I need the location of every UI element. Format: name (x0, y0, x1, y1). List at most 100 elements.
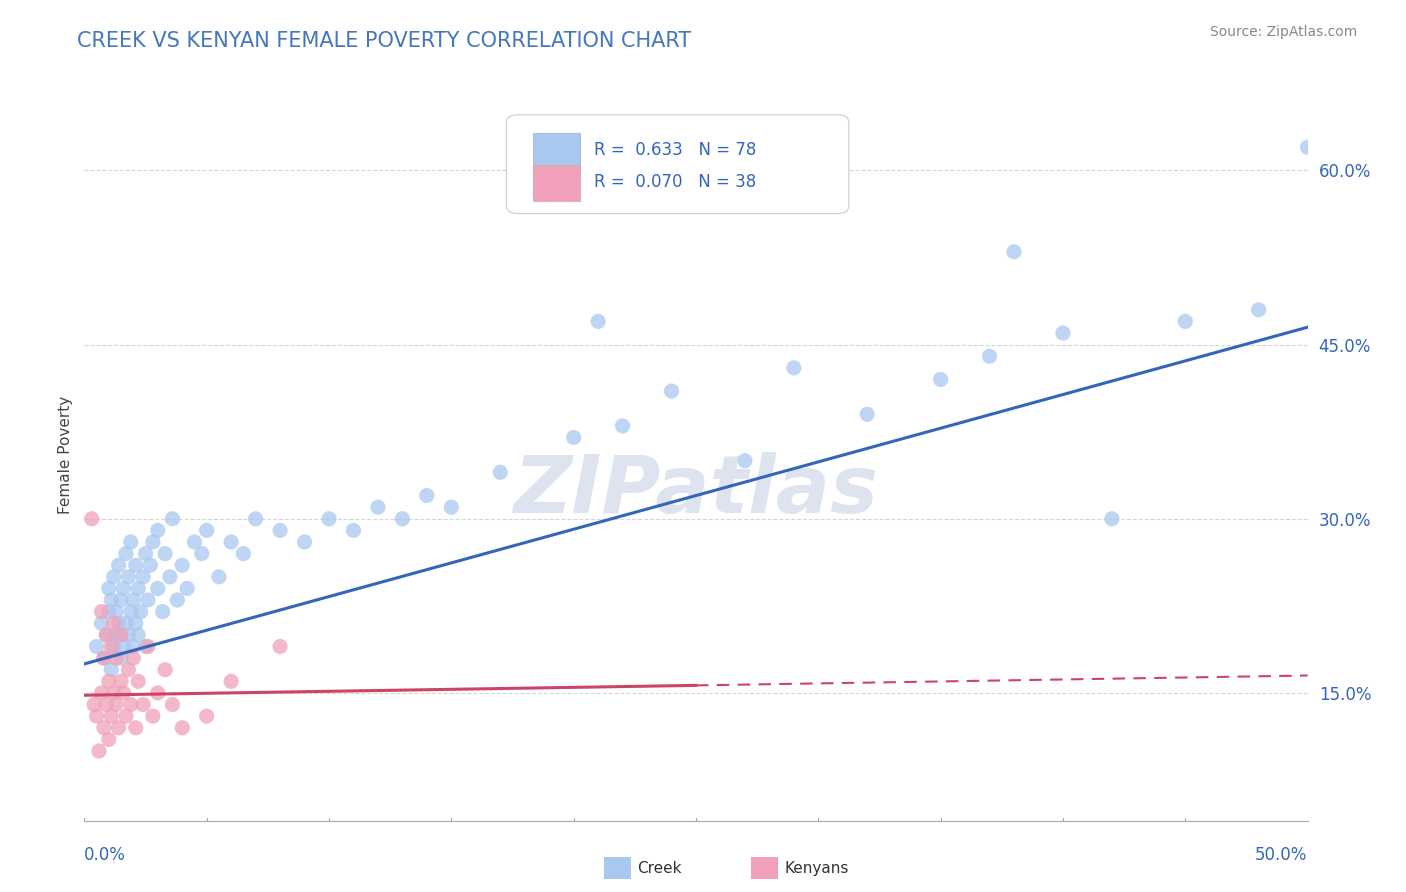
Point (1052, 326, 1074, 340)
Text: Source: ZipAtlas.com: Source: ZipAtlas.com (1209, 25, 1357, 39)
Point (97, 674, 120, 689)
Point (97, 605, 120, 619)
Point (132, 698, 155, 712)
Point (1174, 314, 1197, 328)
Point (146, 686, 169, 700)
Point (90, 605, 112, 619)
Point (929, 372, 952, 386)
Point (105, 698, 128, 712)
Point (105, 651, 128, 665)
Point (162, 512, 184, 526)
Point (391, 512, 413, 526)
Point (97, 732, 120, 747)
Point (294, 535, 316, 549)
Point (117, 570, 139, 584)
Text: R =  0.633   N = 78: R = 0.633 N = 78 (595, 141, 756, 159)
Point (93, 721, 115, 735)
Y-axis label: Female Poverty: Female Poverty (58, 396, 73, 514)
Point (112, 582, 135, 596)
Point (612, 418, 634, 433)
Point (105, 605, 128, 619)
Point (269, 640, 291, 654)
Point (117, 628, 139, 642)
Point (146, 582, 169, 596)
Point (103, 570, 125, 584)
Point (195, 524, 218, 538)
Point (152, 605, 174, 619)
Point (245, 512, 267, 526)
Point (586, 314, 609, 328)
Point (183, 535, 205, 549)
Point (125, 616, 148, 631)
Point (127, 628, 149, 642)
Point (1002, 244, 1025, 259)
Point (110, 628, 132, 642)
Point (87, 744, 110, 758)
Point (125, 721, 148, 735)
Point (86, 640, 108, 654)
Point (129, 605, 152, 619)
Point (100, 593, 122, 607)
Point (269, 524, 291, 538)
Point (96, 698, 118, 712)
Point (107, 616, 129, 631)
Point (125, 558, 148, 573)
Point (342, 524, 364, 538)
Point (107, 721, 129, 735)
Point (136, 640, 159, 654)
Point (136, 593, 159, 607)
Text: ZIPatlas: ZIPatlas (513, 452, 879, 531)
Point (159, 570, 181, 584)
Point (103, 640, 125, 654)
Point (112, 640, 135, 654)
Text: 50.0%: 50.0% (1256, 847, 1308, 864)
Point (135, 640, 157, 654)
Point (110, 674, 132, 689)
Point (115, 616, 138, 631)
Point (232, 547, 254, 561)
Point (172, 721, 194, 735)
Point (103, 686, 125, 700)
Bar (751, 857, 778, 880)
Point (100, 640, 122, 654)
Point (86, 709, 108, 723)
Bar (533, 164, 579, 201)
Point (110, 628, 132, 642)
Point (1247, 302, 1270, 317)
Point (166, 593, 188, 607)
Point (83, 698, 105, 712)
Point (93, 651, 115, 665)
Point (318, 512, 340, 526)
Point (80, 512, 103, 526)
Point (153, 663, 176, 677)
Point (489, 466, 512, 480)
Point (90, 686, 112, 700)
Point (142, 535, 165, 549)
Point (1296, 140, 1319, 154)
Point (93, 651, 115, 665)
Text: 0.0%: 0.0% (84, 847, 127, 864)
Point (132, 570, 155, 584)
Point (562, 430, 585, 444)
Point (96, 628, 118, 642)
Point (172, 558, 194, 573)
Text: CREEK VS KENYAN FEMALE POVERTY CORRELATION CHART: CREEK VS KENYAN FEMALE POVERTY CORRELATI… (77, 31, 692, 51)
Point (734, 454, 756, 468)
Point (162, 698, 184, 712)
Point (120, 698, 142, 712)
Point (153, 547, 176, 561)
Point (195, 709, 218, 723)
Point (96, 628, 118, 642)
Point (120, 535, 142, 549)
Point (135, 547, 157, 561)
Point (1101, 512, 1123, 526)
Point (219, 674, 242, 689)
Point (139, 558, 162, 573)
Point (107, 558, 129, 573)
Point (127, 674, 149, 689)
Point (122, 640, 145, 654)
Point (117, 663, 139, 677)
Point (146, 524, 169, 538)
Text: R =  0.070   N = 38: R = 0.070 N = 38 (595, 173, 756, 191)
Point (100, 663, 122, 677)
